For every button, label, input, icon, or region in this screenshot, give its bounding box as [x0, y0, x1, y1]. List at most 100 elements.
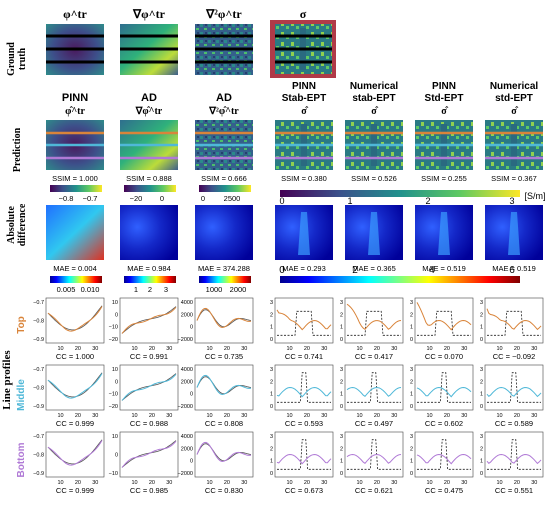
prediction-curve — [416, 386, 472, 398]
profile-axes — [274, 364, 334, 411]
colorbar-pred-phi — [50, 185, 102, 192]
y-tick: 0 — [270, 471, 273, 477]
col-header-2-line1: AD — [216, 92, 232, 104]
col-header-5-line2: Std-EPT — [425, 93, 464, 104]
y-tick: 2 — [270, 379, 273, 385]
colorbar-diff-grad — [124, 276, 176, 283]
col-header-5-symbol: σ̂ — [441, 106, 448, 117]
prediction-curve — [47, 306, 103, 332]
prediction-curve — [346, 386, 402, 397]
prediction-curve — [121, 440, 177, 468]
ssim-5: SSIM = 0.255 — [421, 174, 467, 183]
mae-3: MAE = 0.293 — [282, 264, 326, 273]
col-header-1-line1: AD — [141, 92, 157, 104]
x-tick: 20 — [75, 413, 81, 419]
cc-bottom-2: CC = 0.830 — [205, 486, 243, 495]
ground-truth-curve — [487, 310, 541, 336]
y-tick: 0 — [480, 337, 483, 343]
ground-truth-row: φ^tr ∇φ^tr ∇²φ^tr σ — [46, 7, 336, 78]
y-tick: 10 — [112, 434, 118, 440]
y-tick: 1 — [410, 392, 413, 398]
x-tick: 20 — [75, 480, 81, 486]
gt-title-sigma: σ — [300, 7, 307, 21]
col-header-4-line1: Numerical — [350, 81, 399, 92]
profile-axes — [119, 431, 179, 478]
y-tick: −0.9 — [33, 471, 44, 477]
y-tick: 1 — [410, 459, 413, 465]
y-tick: 0 — [480, 404, 483, 410]
colorbar-diff-sigma — [280, 276, 520, 283]
cc-middle-5: CC = 0.602 — [425, 419, 463, 428]
x-tick: 10 — [131, 480, 137, 486]
text-colorbars-pred_sigma-3: 3 — [509, 196, 514, 206]
y-tick: 2 — [410, 312, 413, 318]
text-colorbars-diff_3-0: 1000 — [206, 285, 223, 294]
ground-truth-curve — [487, 439, 541, 470]
x-tick: 10 — [496, 480, 502, 486]
x-tick: 10 — [356, 413, 362, 419]
x-tick: 10 — [131, 413, 137, 419]
text-colorbars-pred_1-1: −0.7 — [83, 194, 98, 203]
y-tick: 3 — [480, 300, 483, 306]
x-tick: 30 — [531, 346, 537, 352]
x-tick: 10 — [131, 346, 137, 352]
x-tick: 30 — [391, 413, 397, 419]
text-colorbars-pred_3-1: 2500 — [224, 194, 241, 203]
x-tick: 30 — [166, 413, 172, 419]
mae-4: MAE = 0.365 — [352, 264, 396, 273]
text-colorbars-pred_2-1: 0 — [160, 194, 164, 203]
profile-axes — [45, 297, 105, 344]
colorbar-pred-lap — [199, 185, 251, 192]
mae-2: MAE = 374.288 — [198, 264, 250, 273]
ground-truth-curve — [417, 310, 471, 336]
x-tick: 10 — [206, 346, 212, 352]
text-colorbars-diff_2-2: 3 — [164, 285, 168, 294]
cc-top-1: CC = 0.991 — [130, 352, 168, 361]
text-colorbars-diff_sigma-1: 2 — [352, 265, 358, 276]
text-colorbars-diff_2-0: 1 — [134, 285, 138, 294]
cc-middle-0: CC = 0.999 — [56, 419, 94, 428]
x-tick: 20 — [224, 346, 230, 352]
y-tick: 10 — [112, 300, 118, 306]
cc-bottom-4: CC = 0.621 — [355, 486, 393, 495]
y-tick: 3 — [270, 434, 273, 440]
label-truth: truth — [17, 47, 28, 70]
prediction-curve — [346, 303, 402, 330]
y-tick: 0 — [190, 392, 193, 398]
ground-truth-curve — [277, 439, 331, 470]
prediction-curve — [416, 453, 472, 465]
x-tick: 30 — [321, 413, 327, 419]
y-tick: 2 — [270, 446, 273, 452]
x-tick: 20 — [514, 413, 520, 419]
label-ground: Ground — [6, 42, 17, 76]
x-tick: 30 — [92, 413, 98, 419]
x-tick: 20 — [224, 413, 230, 419]
colorbar-pred-sigma — [280, 190, 520, 197]
col-header-2-symbol: ∇²φ̂^tr — [208, 106, 239, 117]
ground-truth-curve — [487, 372, 541, 403]
mae-5: MAE = 0.519 — [422, 264, 466, 273]
col-header-4-symbol: σ̂ — [371, 106, 378, 117]
y-tick: −2000 — [178, 337, 193, 343]
y-tick: 0 — [190, 459, 193, 465]
x-tick: 20 — [75, 346, 81, 352]
x-tick: 20 — [304, 346, 310, 352]
label-bottom: Bottom — [16, 442, 27, 477]
y-tick: 4000 — [181, 300, 193, 306]
x-tick: 20 — [304, 413, 310, 419]
x-tick: 30 — [531, 413, 537, 419]
profile-axes — [274, 297, 334, 344]
label-top: Top — [16, 316, 27, 334]
y-tick: 0 — [410, 404, 413, 410]
col-header-6-line1: Numerical — [490, 81, 539, 92]
profile-axes — [484, 297, 544, 344]
